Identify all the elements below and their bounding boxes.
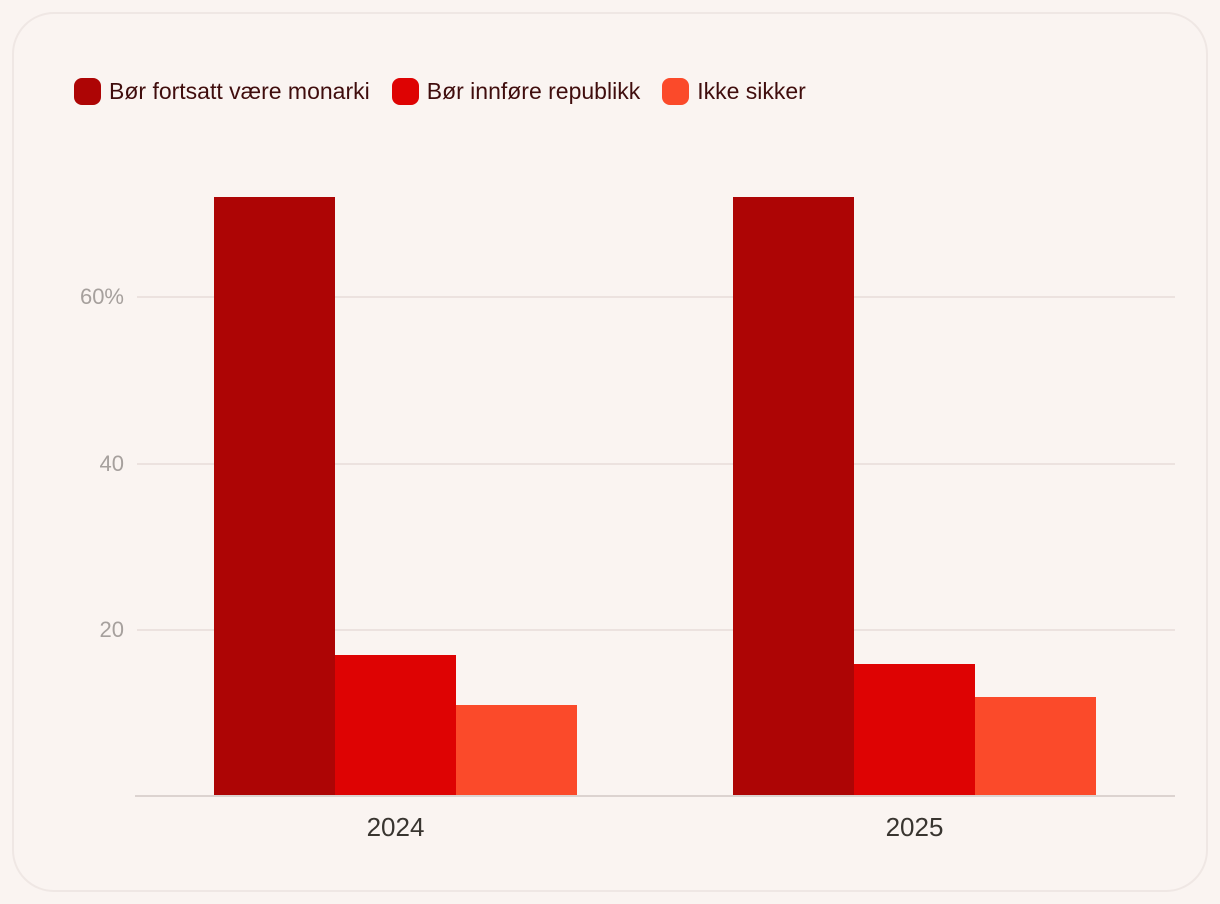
legend-label: Bør fortsatt være monarki: [109, 78, 370, 104]
gridline-40: [137, 463, 1175, 465]
bar-2025-series-2: [854, 664, 975, 797]
legend-swatch: [74, 78, 101, 105]
bar-2025-series-3: [975, 697, 1096, 797]
legend-item-1: Bør fortsatt være monarki: [74, 78, 370, 105]
x-axis-category-label: 2024: [366, 812, 425, 842]
y-axis-tick-label: 60%: [79, 284, 124, 309]
gridline-60: [137, 296, 1175, 298]
legend-swatch: [391, 78, 419, 105]
chart-card: Bør fortsatt være monarki Bør innføre rep…: [12, 12, 1208, 892]
gridline-20: [137, 629, 1175, 631]
legend-swatch: [662, 78, 690, 105]
plot-area: 20 40 60% 2024 2025: [14, 14, 1206, 890]
y-axis-tick-label: 40: [99, 451, 124, 476]
x-axis-category-label: 2025: [885, 812, 944, 842]
legend-item-2: Bør innføre republikk: [391, 78, 641, 105]
x-axis-line: [135, 795, 1175, 797]
bar-2024-series-3: [456, 705, 577, 797]
legend-label: Bør innføre republikk: [426, 78, 641, 104]
bar-2025-series-1: [733, 197, 854, 797]
legend-item-3: Ikke sikker: [662, 78, 806, 105]
bar-2024-series-2: [335, 655, 456, 797]
legend-label: Ikke sikker: [697, 78, 806, 104]
chart-legend: Bør fortsatt være monarki Bør innføre rep…: [74, 78, 806, 105]
bar-2024-series-1: [214, 197, 335, 797]
y-axis-tick-label: 20: [99, 617, 124, 642]
